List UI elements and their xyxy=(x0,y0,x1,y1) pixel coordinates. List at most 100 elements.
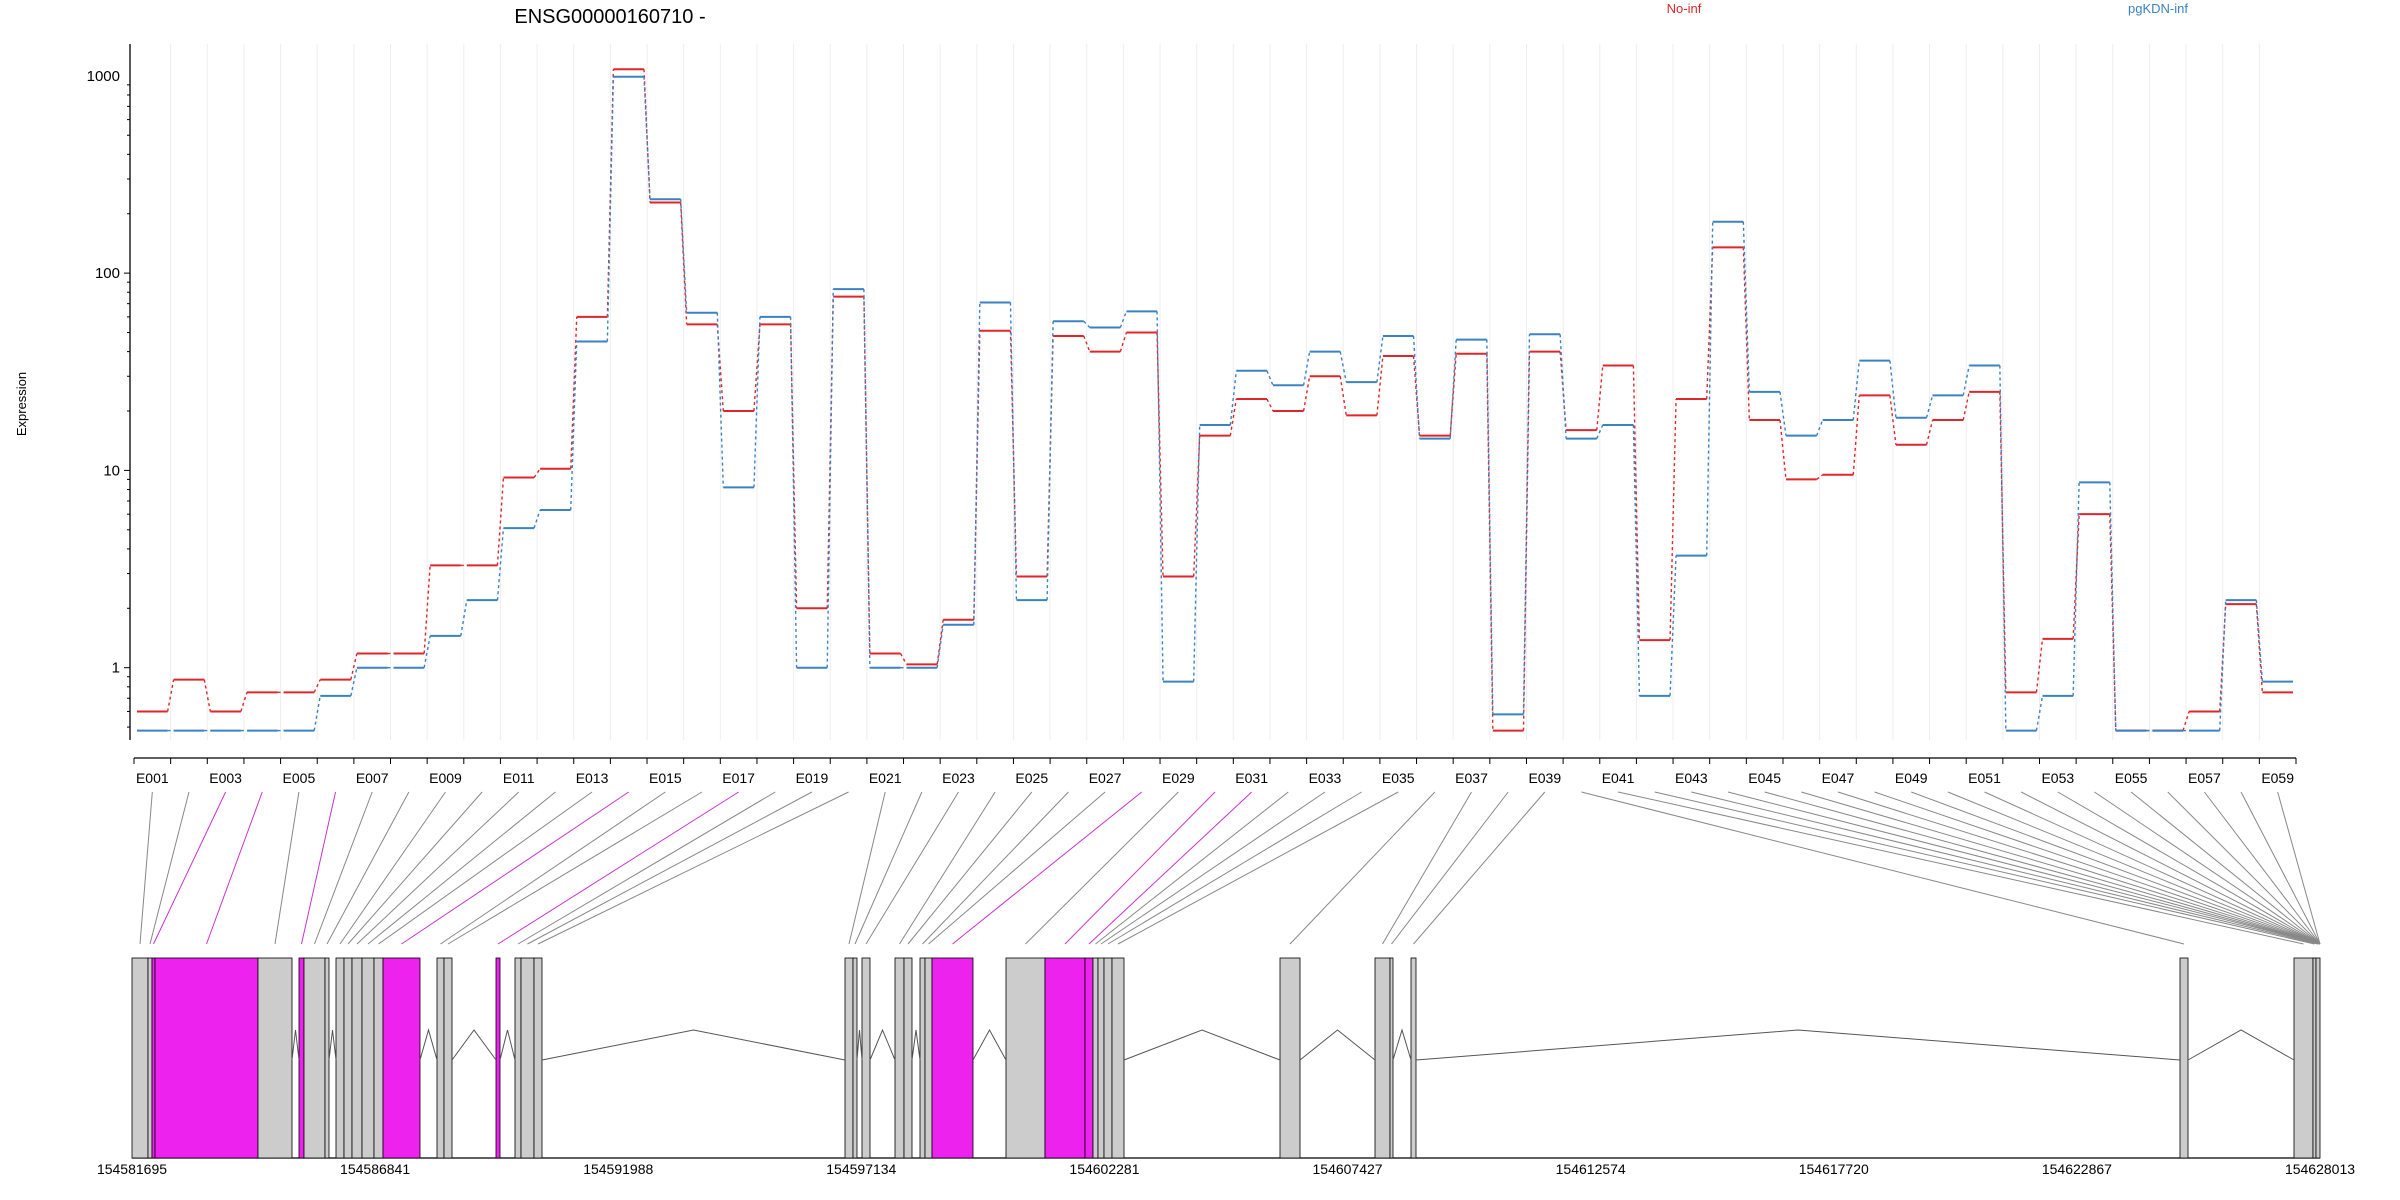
exon-connector xyxy=(1581,791,2185,945)
exon-box xyxy=(520,957,535,1159)
x-tick-label: E051 xyxy=(1968,770,2001,786)
x-tick-label: E043 xyxy=(1675,770,1708,786)
series-0-connector xyxy=(1669,399,1677,641)
series-1-connector xyxy=(1083,320,1091,329)
exon-connector xyxy=(2094,791,2321,945)
gene-coordinate-label: 154622867 xyxy=(2042,1161,2112,1177)
exon-connector xyxy=(367,791,556,945)
exon-box xyxy=(2179,957,2189,1159)
plot-series xyxy=(137,68,2293,732)
x-tick-label: E055 xyxy=(2115,770,2148,786)
exon-connector xyxy=(848,791,886,945)
series-1-connector xyxy=(1449,339,1457,439)
series-1-connector xyxy=(1815,419,1824,436)
x-tick-label: E019 xyxy=(796,770,829,786)
exon-box xyxy=(324,957,330,1159)
series-1-connector xyxy=(1962,365,1970,396)
exon-connector xyxy=(527,791,813,945)
exon-box xyxy=(382,957,421,1159)
chart-title: ENSG00000160710 - xyxy=(514,6,705,28)
series-1-connector xyxy=(460,600,468,636)
exon-connector xyxy=(2057,791,2321,945)
series-0-connector xyxy=(496,477,505,566)
series-0-connector xyxy=(643,69,651,203)
intron-line xyxy=(541,1029,846,1061)
exon-connector xyxy=(206,791,263,945)
series-0-connector xyxy=(1779,419,1787,480)
exon-connector xyxy=(153,791,227,945)
plot-grid xyxy=(170,44,2260,740)
x-tick-label: E009 xyxy=(429,770,462,786)
series-1-connector xyxy=(1339,351,1347,383)
intron-line xyxy=(451,1029,497,1061)
series-0-connector xyxy=(1816,474,1824,480)
series-1-connector xyxy=(1412,335,1421,439)
x-tick-label: E007 xyxy=(356,770,389,786)
y-tick-label: 10 xyxy=(103,462,120,479)
series-1-connector xyxy=(350,667,358,696)
exon-connector xyxy=(1911,791,2321,945)
exon-connector xyxy=(1764,791,2321,945)
intron-line xyxy=(419,1028,438,1061)
x-tick-label: E049 xyxy=(1895,770,1928,786)
exon-box xyxy=(533,957,543,1159)
exon-connector xyxy=(952,791,1143,945)
x-tick-label: E045 xyxy=(1748,770,1781,786)
series-1-connector xyxy=(1925,395,1934,418)
exon-box xyxy=(335,957,345,1159)
x-tick-label: E039 xyxy=(1528,770,1561,786)
series-1-connector xyxy=(496,528,505,601)
exon-connector xyxy=(2277,791,2321,945)
series-0-connector xyxy=(350,653,358,680)
intron-line xyxy=(972,1028,1007,1061)
x-tick-label: E025 xyxy=(1015,770,1048,786)
gene-coordinate-label: 154602281 xyxy=(1069,1161,1139,1177)
exon-box xyxy=(514,957,522,1159)
exon-connector xyxy=(2203,791,2321,945)
exon-connector xyxy=(401,791,629,945)
exon-box xyxy=(1097,957,1105,1159)
exon-connector xyxy=(1107,791,1362,945)
exon-connector xyxy=(378,791,593,945)
x-tick-label: E023 xyxy=(942,770,975,786)
exon-connector xyxy=(497,791,739,945)
series-0-connector xyxy=(899,653,908,665)
exon-connector xyxy=(1874,791,2321,945)
exon-box xyxy=(1111,957,1125,1159)
exon-connector xyxy=(1947,791,2321,945)
exon-box xyxy=(2293,957,2314,1159)
x-tick-label: E001 xyxy=(136,770,169,786)
exon-box xyxy=(131,957,149,1159)
exon-connector xyxy=(1801,791,2321,945)
exon-box xyxy=(443,957,453,1159)
series-1-connector xyxy=(643,76,651,200)
x-tick-label: E005 xyxy=(283,770,316,786)
exon-connector xyxy=(1289,791,1436,945)
exon-connector xyxy=(356,791,520,945)
exon-connector xyxy=(301,791,337,945)
exon-box xyxy=(1103,957,1113,1159)
exon-connector xyxy=(1095,791,1289,945)
exon-connectors xyxy=(139,791,2321,945)
series-1-connector xyxy=(1009,302,1018,601)
gene-coordinate-label: 154607427 xyxy=(1313,1161,1383,1177)
x-tick-label: E057 xyxy=(2188,770,2221,786)
intron-line xyxy=(499,1029,516,1061)
y-tick-label: 1000 xyxy=(87,68,120,85)
series-0-connector xyxy=(1266,398,1274,412)
x-tick-label: E031 xyxy=(1235,770,1268,786)
series-0-connector xyxy=(2035,638,2044,693)
series-1-connector xyxy=(1779,391,1787,436)
gene-coordinate-label: 154586841 xyxy=(340,1161,410,1177)
exon-connector xyxy=(149,791,190,945)
y-tick-label: 1 xyxy=(112,660,120,677)
series-1-connector xyxy=(2219,600,2227,731)
exon-connector xyxy=(1064,791,1216,945)
series-0-connector xyxy=(1376,355,1384,416)
exon-box xyxy=(844,957,854,1159)
series-1-connector xyxy=(1669,555,1677,696)
series-1-connector xyxy=(1192,424,1201,682)
exon-connector xyxy=(899,791,996,945)
exon-box xyxy=(903,957,913,1159)
exon-connector xyxy=(537,791,849,945)
